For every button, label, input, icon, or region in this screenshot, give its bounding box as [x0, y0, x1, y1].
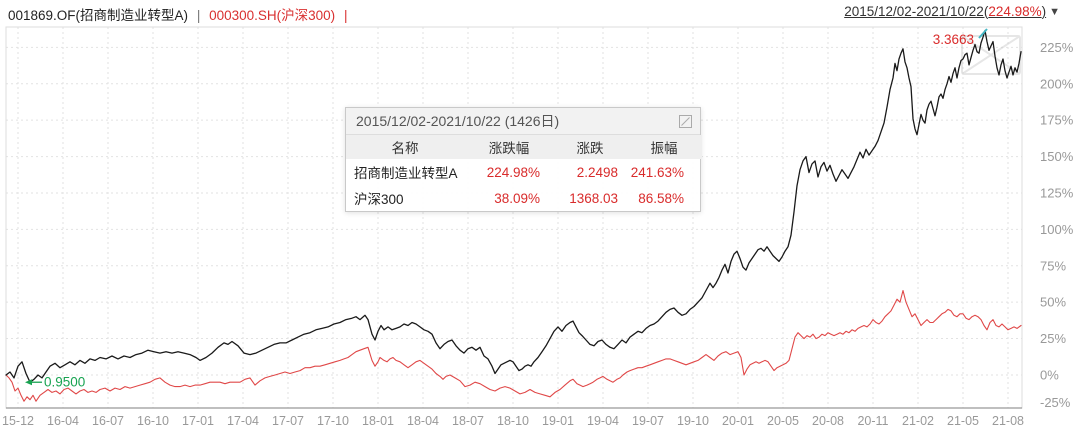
y-axis-label: 150%: [1040, 149, 1074, 164]
y-axis-label: 125%: [1040, 185, 1074, 200]
index-amplitude: 86.58%: [638, 190, 684, 206]
x-axis-label: 18-07: [452, 414, 484, 428]
x-axis-label: 17-04: [227, 414, 259, 428]
index-symbol-link[interactable]: 000300.SH(沪深300): [209, 8, 336, 23]
x-axis-label: 17-07: [272, 414, 304, 428]
x-axis-label: 15-12: [2, 414, 34, 428]
fund-change: 2.2498: [576, 164, 618, 180]
col-change: 涨跌: [554, 135, 626, 159]
y-axis-label: 0%: [1040, 367, 1059, 382]
x-axis-label: 18-04: [407, 414, 439, 428]
table-row-fund: 招商制造业转型A 224.98% 2.2498 241.63%: [346, 159, 702, 185]
max-nav-label: 3.3663: [933, 32, 974, 47]
y-axis-label: 50%: [1040, 295, 1066, 310]
col-name: 名称: [346, 135, 464, 159]
plot-border: [5, 26, 1023, 409]
x-axis-label: 20-05: [767, 414, 799, 428]
expand-icon[interactable]: [679, 114, 692, 128]
period-range-text: 2015/12/02-2021/10/22(: [844, 4, 989, 19]
x-axis-label: 20-01: [722, 414, 754, 428]
x-axis-label: 18-10: [497, 414, 529, 428]
y-axis-label: 175%: [1040, 113, 1074, 128]
table-row-index: 沪深300 38.09% 1368.03 86.58%: [346, 185, 702, 211]
x-axis-label: 18-01: [362, 414, 394, 428]
period-range-link[interactable]: 2015/12/02-2021/10/22(224.98%): [844, 4, 1046, 19]
max-point-marker: [978, 28, 988, 39]
x-axis-label: 19-01: [542, 414, 574, 428]
fund-name: 招商制造业转型A: [354, 166, 458, 181]
y-axis-label: 25%: [1040, 331, 1066, 346]
index-change-pct: 38.09%: [494, 190, 540, 206]
stats-table: 名称 涨跌幅 涨跌 振幅 招商制造业转型A 224.98% 2.2498 241…: [346, 135, 702, 211]
x-axis-label: 21-08: [992, 414, 1024, 428]
stats-tooltip: 2015/12/02-2021/10/22 (1426日) 名称 涨跌幅 涨跌 …: [345, 107, 702, 212]
x-axis-label: 17-01: [182, 414, 214, 428]
x-axis-label: 19-04: [587, 414, 619, 428]
x-axis-label: 16-07: [92, 414, 124, 428]
col-amplitude: 振幅: [626, 135, 702, 159]
period-return-pct: 224.98%: [988, 4, 1042, 19]
y-axis-label: 200%: [1040, 76, 1074, 91]
fund-change-pct: 224.98%: [486, 164, 540, 180]
min-nav-label: 0.9500: [44, 375, 85, 390]
watermark-shape: [961, 35, 1021, 75]
separator: |: [343, 8, 348, 23]
fund-amplitude: 241.63%: [630, 164, 684, 180]
period-range-suffix: ): [1041, 4, 1047, 19]
table-header-row: 名称 涨跌幅 涨跌 振幅: [346, 135, 702, 159]
x-axis-label: 19-10: [677, 414, 709, 428]
x-axis-label: 16-10: [137, 414, 169, 428]
x-axis-label: 20-11: [857, 414, 888, 428]
tooltip-title: 2015/12/02-2021/10/22 (1426日): [356, 113, 560, 129]
fund-symbol-link[interactable]: 001869.OF(招商制造业转型A): [8, 8, 189, 23]
y-axis-label: 225%: [1040, 40, 1074, 55]
x-axis-label: 17-10: [317, 414, 349, 428]
y-axis-label: -25%: [1040, 395, 1071, 410]
y-axis-label: 100%: [1040, 222, 1074, 237]
symbol-header: 001869.OF(招商制造业转型A) | 000300.SH(沪深300) |: [8, 4, 352, 24]
chevron-down-icon[interactable]: ▼: [1049, 6, 1060, 18]
min-arrow-head: [25, 379, 32, 386]
col-change-pct: 涨跌幅: [464, 135, 554, 159]
y-axis-label: 75%: [1040, 258, 1066, 273]
index-change: 1368.03: [569, 190, 618, 206]
period-selector[interactable]: 2015/12/02-2021/10/22(224.98%) ▼: [844, 4, 1060, 19]
x-axis-label: 20-08: [812, 414, 844, 428]
separator: |: [196, 8, 201, 23]
tooltip-header: 2015/12/02-2021/10/22 (1426日): [346, 108, 700, 135]
x-axis-label: 21-02: [902, 414, 934, 428]
x-axis-label: 19-07: [632, 414, 664, 428]
fund-line: [5, 29, 1022, 383]
x-axis-label: 16-04: [47, 414, 79, 428]
index-name: 沪深300: [354, 192, 404, 207]
index-line: [5, 289, 1022, 402]
x-axis-label: 21-05: [947, 414, 979, 428]
